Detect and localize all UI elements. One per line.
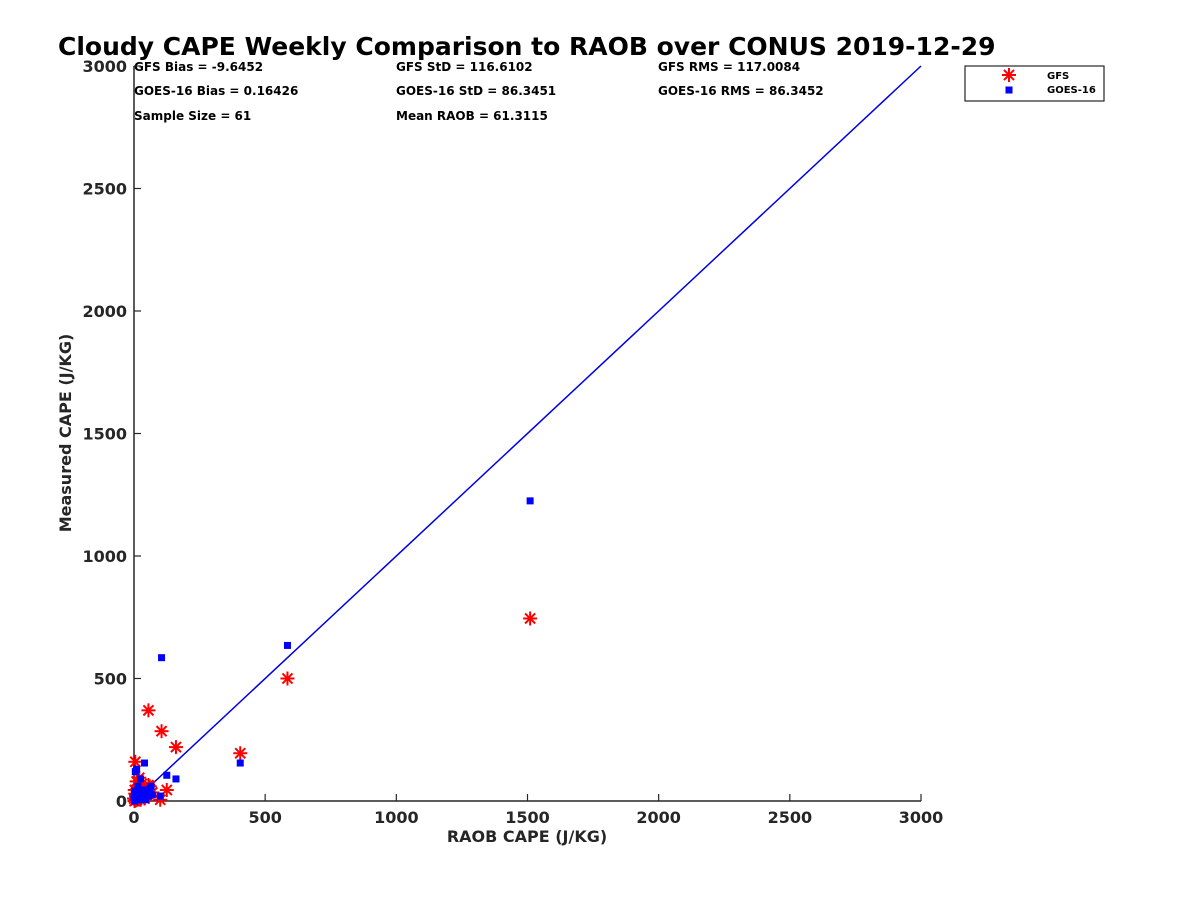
stat-gfs-std: GFS StD = 116.6102 — [396, 60, 533, 74]
points-layer — [127, 497, 538, 808]
legend-gfs-label: GFS — [1047, 71, 1069, 82]
x-tick-label: 2500 — [768, 808, 813, 827]
legend-gfs-asterisk — [1002, 68, 1016, 82]
goes16-point — [163, 771, 171, 779]
stat-goes-bias: GOES-16 Bias = 0.16426 — [134, 84, 298, 98]
legend: GFS GOES-16 — [964, 65, 1105, 102]
legend-goes-marker — [1005, 86, 1013, 94]
legend-gfs-marker — [1002, 68, 1016, 82]
goes16-point — [137, 775, 145, 783]
goes16-point — [131, 787, 139, 795]
gfs-point — [523, 611, 538, 626]
ticks-layer: 0 500 1000 1500 2000 2500 3000 0 500 1000 1500 2000… — [82, 57, 943, 827]
y-tick-label: 3000 — [82, 57, 127, 76]
goes16-point — [144, 792, 152, 800]
x-tick-label: 1500 — [505, 808, 550, 827]
goes16-point — [133, 765, 141, 773]
goes16-point — [140, 759, 148, 767]
goes16-point — [158, 654, 166, 662]
stat-goes-rms: GOES-16 RMS = 86.3452 — [658, 84, 824, 98]
y-tick-label: 1500 — [82, 425, 127, 444]
chart-title: Cloudy CAPE Weekly Comparison to RAOB ov… — [58, 32, 996, 61]
gfs-point — [141, 703, 156, 718]
reference-line-layer — [133, 65, 922, 802]
stat-gfs-bias: GFS Bias = -9.6452 — [134, 60, 263, 74]
legend-goes-label: GOES-16 — [1047, 85, 1096, 96]
stat-sample-size: Sample Size = 61 — [134, 109, 251, 123]
stat-goes-std: GOES-16 StD = 86.3451 — [396, 84, 556, 98]
x-tick-label: 2000 — [636, 808, 681, 827]
goes16-point — [283, 641, 291, 649]
goes16-point — [140, 793, 148, 801]
goes16-point — [134, 782, 142, 790]
x-axis-label: RAOB CAPE (J/KG) — [447, 827, 607, 846]
gfs-point — [280, 671, 295, 686]
x-tick-label: 3000 — [899, 808, 944, 827]
goes16-point — [172, 775, 180, 783]
y-tick-label: 500 — [94, 670, 127, 689]
goes16-point — [236, 759, 244, 767]
one-to-one-line — [133, 65, 922, 802]
gfs-point — [154, 724, 169, 739]
y-tick-label: 1000 — [82, 547, 127, 566]
y-tick-label: 2500 — [82, 180, 127, 199]
x-tick-label: 0 — [128, 808, 139, 827]
goes16-point — [147, 782, 155, 790]
y-tick-label: 0 — [116, 792, 127, 811]
goes16-point — [135, 796, 143, 804]
goes16-point — [131, 797, 139, 805]
y-axis-label: Measured CAPE (J/KG) — [56, 334, 75, 533]
x-tick-label: 500 — [248, 808, 281, 827]
legend-goes-square — [1005, 86, 1013, 94]
stat-gfs-rms: GFS RMS = 117.0084 — [658, 60, 800, 74]
goes16-point — [148, 791, 156, 799]
legend-box — [964, 65, 1105, 102]
x-tick-label: 1000 — [374, 808, 419, 827]
goes16-point — [141, 786, 149, 794]
gfs-point — [233, 746, 248, 761]
goes16-point — [526, 497, 534, 505]
goes16-point — [156, 792, 164, 800]
y-tick-label: 2000 — [82, 302, 127, 321]
stat-mean-raob: Mean RAOB = 61.3115 — [396, 109, 548, 123]
goes16-point — [135, 788, 143, 796]
gfs-point — [168, 740, 183, 755]
